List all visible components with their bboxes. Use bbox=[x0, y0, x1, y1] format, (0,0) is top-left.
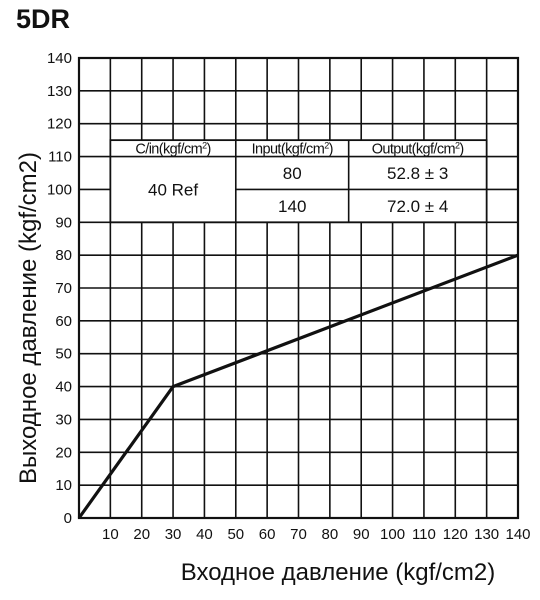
table-header-3: Output(kgf/cm2) bbox=[372, 140, 464, 157]
tick-labels: 0 10 20 30 40 50 60 70 80 90 100 110 120 130 140 10 20 30… bbox=[47, 50, 531, 543]
series-line-1 bbox=[77, 253, 519, 519]
x-tick-label: 70 bbox=[290, 526, 307, 543]
x-tick-label: 120 bbox=[443, 526, 468, 543]
y-tick-label: 30 bbox=[55, 411, 72, 428]
y-tick-label: 0 bbox=[64, 510, 72, 527]
y-tick-label: 80 bbox=[55, 247, 72, 264]
x-tick-label: 40 bbox=[196, 526, 213, 543]
y-axis-label: Выходное давление (kgf/cm2) bbox=[15, 152, 42, 484]
x-tick-label: 50 bbox=[227, 526, 244, 543]
grid-layer bbox=[79, 57, 519, 519]
y-tick-label: 120 bbox=[47, 116, 72, 133]
y-tick-label: 50 bbox=[55, 346, 72, 363]
chart-title: 5DR bbox=[16, 4, 71, 34]
series-layer bbox=[77, 253, 519, 519]
x-tick-label: 20 bbox=[133, 526, 150, 543]
table-ref-cell: 40 Ref bbox=[148, 180, 198, 199]
y-tick-label: 60 bbox=[55, 313, 72, 330]
plot-frame bbox=[77, 56, 520, 520]
x-axis-label: Входное давление (kgf/cm2) bbox=[181, 559, 496, 586]
x-tick-label: 80 bbox=[322, 526, 339, 543]
x-tick-label: 90 bbox=[353, 526, 370, 543]
x-tick-label: 140 bbox=[505, 526, 530, 543]
y-tick-label: 10 bbox=[55, 477, 72, 494]
x-tick-label: 10 bbox=[102, 526, 119, 543]
plot-border bbox=[77, 56, 520, 520]
x-tick-label: 130 bbox=[474, 526, 499, 543]
y-tick-label: 40 bbox=[55, 379, 72, 396]
x-tick-label: 60 bbox=[259, 526, 276, 543]
x-tick-label: 100 bbox=[380, 526, 405, 543]
table-frame bbox=[109, 139, 488, 224]
table-output-cell: 72.0 ± 4 bbox=[387, 197, 448, 216]
y-tick-label: 130 bbox=[47, 83, 72, 100]
y-tick-label: 140 bbox=[47, 50, 72, 67]
table-output-cell: 52.8 ± 3 bbox=[387, 164, 448, 183]
table-input-cell: 140 bbox=[278, 197, 306, 216]
y-tick-label: 70 bbox=[55, 280, 72, 297]
table-input-cell: 80 bbox=[283, 164, 302, 183]
x-tick-label: 110 bbox=[412, 526, 436, 543]
reference-table: C/in(kgf/cm2) Input(kgf/cm2) Output(kgf/cm… bbox=[109, 139, 488, 224]
y-tick-label: 20 bbox=[55, 444, 72, 461]
table-header-1: C/in(kgf/cm2) bbox=[135, 140, 210, 157]
y-tick-label: 110 bbox=[48, 149, 72, 166]
y-tick-label: 90 bbox=[55, 214, 72, 231]
y-tick-label: 100 bbox=[47, 181, 72, 198]
table-header-2: Input(kgf/cm2) bbox=[252, 140, 333, 157]
x-tick-label: 30 bbox=[165, 526, 182, 543]
